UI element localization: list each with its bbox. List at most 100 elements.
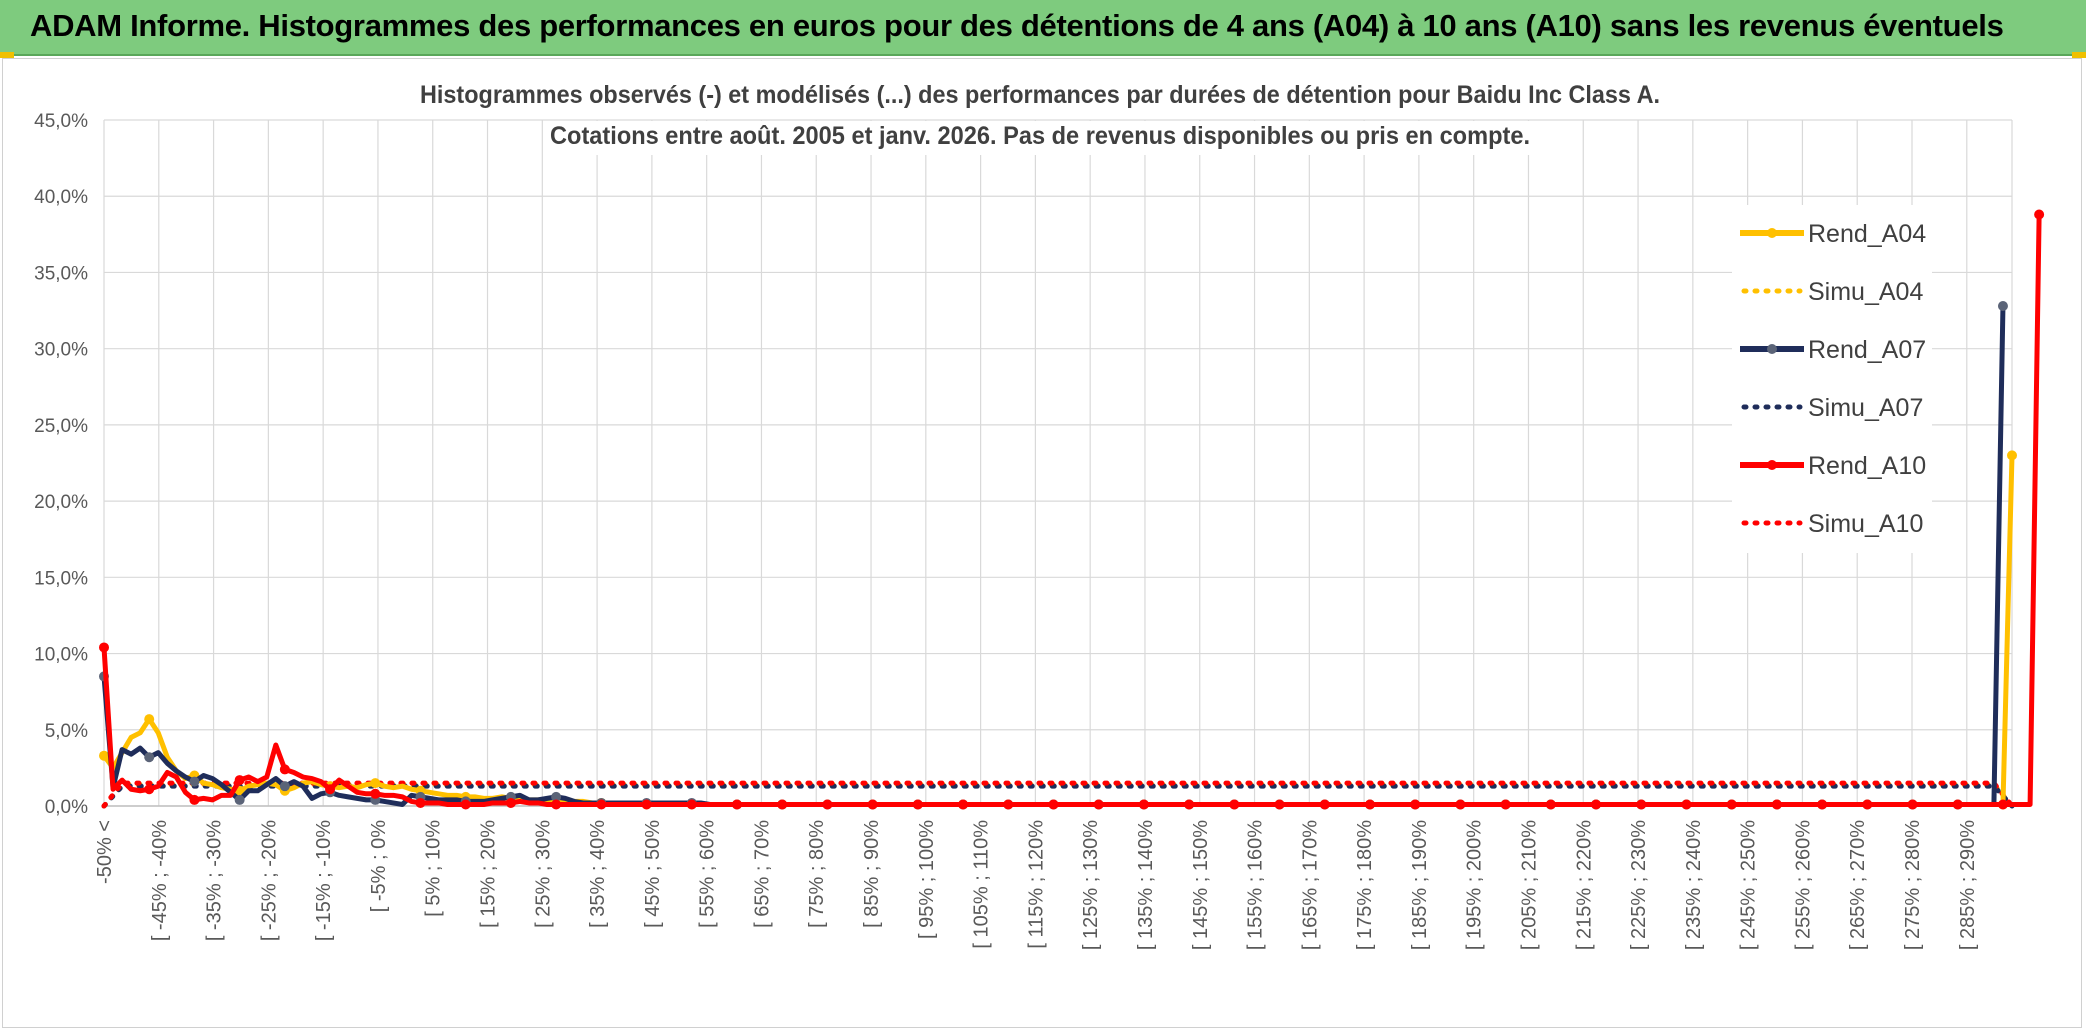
point-rend-a10 [1048, 799, 1059, 810]
point-rend-a10 [822, 799, 833, 810]
point-rend-a10 [1952, 799, 1963, 810]
legend-marker-rend-a10 [1767, 460, 1777, 470]
point-rend-a10 [1003, 799, 1014, 810]
point-rend-a10 [1093, 799, 1104, 810]
x-tick-label: [ -35% ; -30% [204, 820, 226, 941]
point-rend-a10 [505, 797, 516, 808]
x-tick-label: [ 145% ; 150% [1190, 820, 1212, 950]
point-rend-a10 [1997, 799, 2008, 810]
point-rend-a10 [1184, 799, 1195, 810]
x-tick-label: [ 95% ; 100% [916, 820, 938, 939]
x-tick-label: [ 165% ; 170% [1299, 820, 1321, 950]
x-tick-label: [ 265% ; 270% [1847, 820, 1869, 950]
point-rend-a07 [234, 794, 245, 805]
x-tick-label: [ 285% ; 290% [1957, 820, 1979, 950]
x-tick-label: [ -15% ; -10% [313, 820, 335, 941]
point-rend-a10 [551, 799, 562, 810]
chart-title-bg-2 [544, 121, 1536, 155]
x-tick-label: [ 55% ; 60% [697, 820, 719, 928]
series-rend-a07 [99, 300, 2008, 810]
point-rend-a10 [234, 775, 245, 786]
point-rend-a10 [370, 788, 381, 799]
x-tick-label: [ 255% ; 260% [1792, 820, 1814, 950]
x-tick-label: [ 35% ; 40% [587, 820, 609, 928]
x-tick-label: [ 215% ; 220% [1573, 820, 1595, 950]
point-rend-a10 [596, 799, 607, 810]
x-tick-label: [ 275% ; 280% [1902, 820, 1924, 950]
point-rend-a10 [1274, 799, 1285, 810]
x-tick-label: [ 185% ; 190% [1409, 820, 1431, 950]
x-tick-label: [ 25% ; 30% [532, 820, 554, 928]
x-tick-label: [ -25% ; -20% [258, 820, 280, 941]
point-rend-a07 [144, 752, 155, 763]
y-tick-label: 45,0% [34, 111, 88, 132]
point-rend-a10 [641, 799, 652, 810]
chart-title-bg-1 [412, 80, 1668, 114]
x-tick-label: [ 235% ; 240% [1683, 820, 1705, 950]
point-rend-a10 [1771, 799, 1782, 810]
x-tick-label: [ 195% ; 200% [1464, 820, 1486, 950]
x-tick-label: [ 115% ; 120% [1025, 820, 1047, 949]
point-rend-a10 [1591, 799, 1602, 810]
point-rend-a07 [279, 781, 290, 792]
x-tick-label: [ 155% ; 160% [1245, 820, 1267, 950]
point-rend-a10 [1907, 799, 1918, 810]
point-rend-a10 [912, 799, 923, 810]
point-rend-a10 [1410, 799, 1421, 810]
y-tick-label: 25,0% [34, 416, 88, 437]
corner-mark-left [0, 52, 14, 58]
point-rend-a04 [144, 714, 155, 725]
report-banner: ADAM Informe. Histogrammes des performan… [0, 0, 2086, 56]
x-tick-label: [ 15% ; 20% [478, 820, 500, 928]
point-rend-a07 [1997, 300, 2008, 311]
y-tick-label: 0,0% [45, 797, 88, 818]
x-tick-label: [ 125% ; 130% [1080, 820, 1102, 950]
point-rend-a04 [2007, 450, 2017, 461]
legend-label-rend-a07: Rend_A07 [1808, 336, 1926, 364]
chart-title-line-1: Histogrammes observés (-) et modélisés (… [420, 81, 1660, 109]
line-rend-a10 [101, 214, 2042, 807]
point-rend-a10 [1364, 799, 1375, 810]
legend-label-rend-a04: Rend_A04 [1808, 220, 1926, 248]
legend-marker-rend-a07 [1767, 344, 1777, 354]
x-tick-label: [ 135% ; 140% [1135, 820, 1157, 950]
chart-title-line-2: Cotations entre août. 2005 et janv. 2026… [550, 122, 1530, 150]
y-tick-label: 20,0% [34, 492, 88, 513]
line-rend-a04 [101, 455, 2015, 807]
y-tick-label: 35,0% [34, 263, 88, 284]
x-tick-label: [ 85% ; 90% [861, 820, 883, 928]
point-rend-a10 [144, 784, 155, 795]
x-tick-label: [ 65% ; 70% [751, 820, 773, 928]
legend-marker-rend-a04 [1767, 228, 1777, 238]
x-tick-label: [ -45% ; -40% [149, 820, 171, 941]
chart-frame [2, 58, 2082, 1028]
legend-label-simu-a10: Simu_A10 [1808, 510, 1923, 538]
x-tick-label: [ 5% ; 10% [423, 820, 445, 917]
point-rend-a10 [867, 799, 878, 810]
x-tick-label: [ 175% ; 180% [1354, 820, 1376, 950]
point-rend-a10 [1636, 799, 1647, 810]
y-tick-label: 15,0% [34, 568, 88, 589]
series-rend-a10 [99, 209, 2045, 810]
x-tick-label: -50% < [94, 820, 116, 884]
legend-label-simu-a07: Simu_A07 [1808, 394, 1923, 422]
corner-mark-right [2072, 52, 2086, 58]
point-rend-a10 [189, 794, 200, 805]
legend-bg [1732, 205, 1932, 553]
point-rend-a10 [1319, 799, 1330, 810]
y-tick-label: 10,0% [34, 645, 88, 666]
y-tick-label: 40,0% [34, 187, 88, 208]
point-rend-a10 [460, 799, 471, 810]
x-tick-label: [ 105% ; 110% [971, 820, 993, 949]
x-tick-label: [ 205% ; 210% [1518, 820, 1540, 950]
x-tick-label: [ 45% ; 50% [642, 820, 664, 928]
point-rend-a10 [1545, 799, 1556, 810]
report-title: ADAM Informe. Histogrammes des performan… [30, 8, 2004, 43]
point-rend-a10 [2034, 209, 2045, 220]
point-rend-a10 [1500, 799, 1511, 810]
point-rend-a07 [551, 791, 562, 802]
legend-label-rend-a10: Rend_A10 [1808, 452, 1926, 480]
point-rend-a10 [1455, 799, 1466, 810]
point-rend-a10 [325, 784, 336, 795]
